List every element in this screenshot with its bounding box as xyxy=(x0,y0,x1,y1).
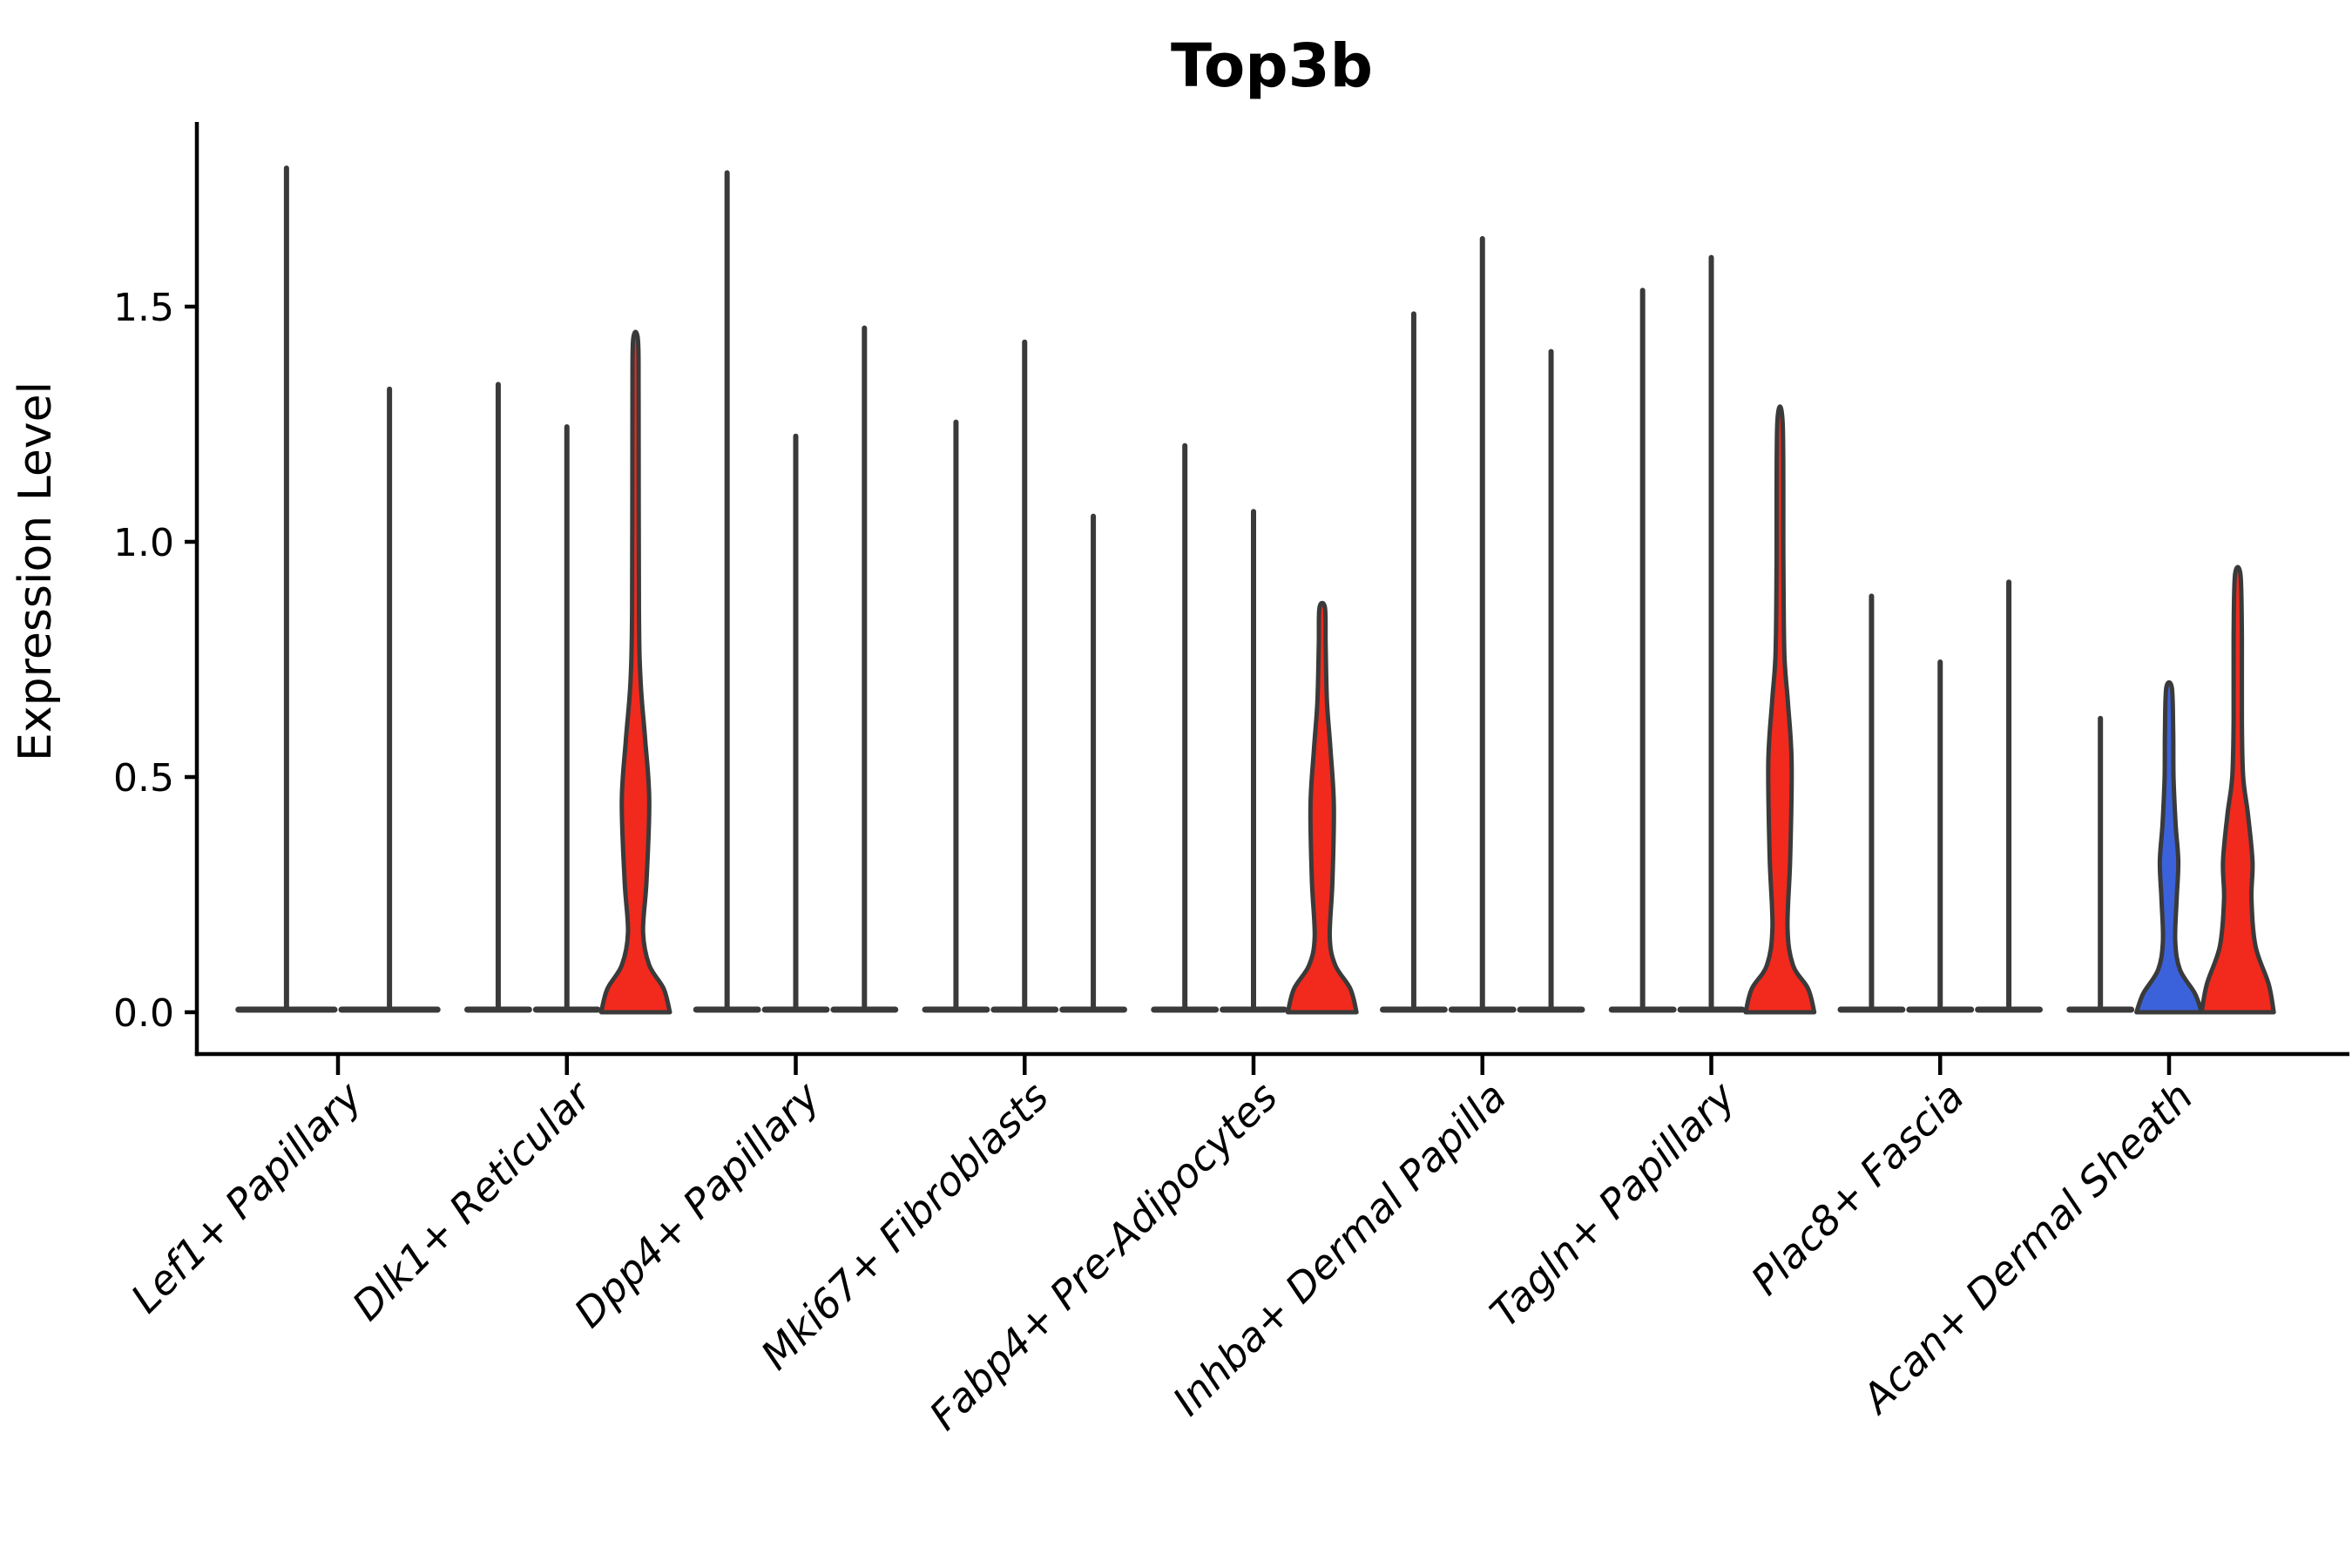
violin-filled-red xyxy=(1285,600,1359,1015)
x-tick-label: Lef1+ Papillary xyxy=(122,1072,371,1321)
violin-filled-red xyxy=(598,329,672,1015)
violin-filled-red xyxy=(2199,564,2276,1015)
x-tick-label: Tagln+ Papillary xyxy=(1481,1072,1745,1336)
x-tick-label: Dpp4+ Papillary xyxy=(565,1072,829,1336)
y-tick-label: 0.5 xyxy=(113,756,174,801)
violin-filled-red xyxy=(1743,404,1817,1015)
y-tick-label: 1.5 xyxy=(113,286,174,330)
y-tick-label: 0.0 xyxy=(113,991,174,1036)
x-tick-label: Plac8+ Fascia xyxy=(1742,1073,1973,1304)
violin-filled-blue xyxy=(2134,679,2204,1015)
y-tick-label: 1.0 xyxy=(113,521,174,565)
y-axis-label: Expression Level xyxy=(10,382,62,761)
chart-title: Top3b xyxy=(1171,31,1373,101)
x-tick-label: Dlk1+ Reticular xyxy=(343,1071,602,1329)
violin-layer xyxy=(235,166,2276,1015)
